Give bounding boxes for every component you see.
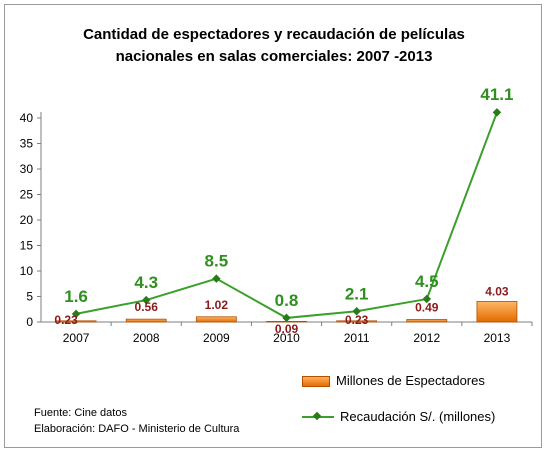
bar-data-label: 0.56 [135,300,159,314]
line-data-label: 0.8 [275,291,299,310]
legend-bar-swatch [302,376,330,387]
bar [476,301,518,323]
bar-data-label: 0.09 [275,322,299,336]
x-tick-label: 2009 [203,331,230,345]
legend-line-swatch [302,416,334,418]
legend-label-espectadores: Millones de Espectadores [336,373,485,388]
line-point [492,108,502,117]
y-tick-label: 10 [20,264,34,278]
line-point [71,309,81,319]
line-point [352,307,361,316]
bar [336,320,378,323]
chart-frame [4,4,542,448]
line-data-label: 2.1 [345,284,369,303]
line-point [141,295,151,305]
chart-title: Cantidad de espectadores y recaudación d… [0,24,548,68]
y-tick-label: 30 [20,162,34,176]
y-tick-label: 35 [20,137,34,151]
line-data-label: 1.6 [64,287,88,306]
bar-data-label: 0.49 [415,301,439,315]
bar [55,320,97,323]
line-data-label: 4.3 [134,273,158,292]
x-tick-label: 2007 [63,331,90,345]
chart-title-line-2: nacionales en salas comerciales: 2007 -2… [115,48,433,65]
bar-data-label: 4.03 [485,284,509,298]
bar-data-label: 0.23 [345,313,369,327]
bar-data-label: 0.23 [54,313,78,327]
line-data-label: 41.1 [480,85,513,104]
line-point [282,313,291,323]
y-tick-label: 5 [26,290,33,304]
bar [125,318,167,323]
x-tick-label: 2012 [413,331,440,345]
chart-title-line-1: Cantidad de espectadores y recaudación d… [83,26,465,43]
line-point [212,274,221,283]
x-tick-label: 2010 [273,331,300,345]
legend-label-recaudacion: Recaudación S/. (millones) [340,409,496,424]
line-data-label: 4.5 [415,272,439,291]
bar [406,319,448,323]
y-tick-label: 40 [20,111,34,125]
line-point [422,294,432,304]
credit-line: Elaboración: DAFO - Ministerio de Cultur… [34,423,240,435]
y-tick-label: 25 [20,188,34,202]
line-data-label: 8.5 [205,252,229,271]
source-note: Fuente: Cine datos Elaboración: DAFO - M… [34,405,239,437]
x-tick-label: 2013 [484,331,511,345]
x-tick-label: 2008 [133,331,160,345]
bar-data-label: 1.02 [205,298,229,312]
y-tick-label: 20 [20,213,34,227]
bar [195,316,237,323]
y-tick-label: 0 [26,315,33,329]
y-tick-label: 15 [20,239,34,253]
x-tick-label: 2011 [344,331,370,345]
source-line: Fuente: Cine datos [34,407,127,419]
